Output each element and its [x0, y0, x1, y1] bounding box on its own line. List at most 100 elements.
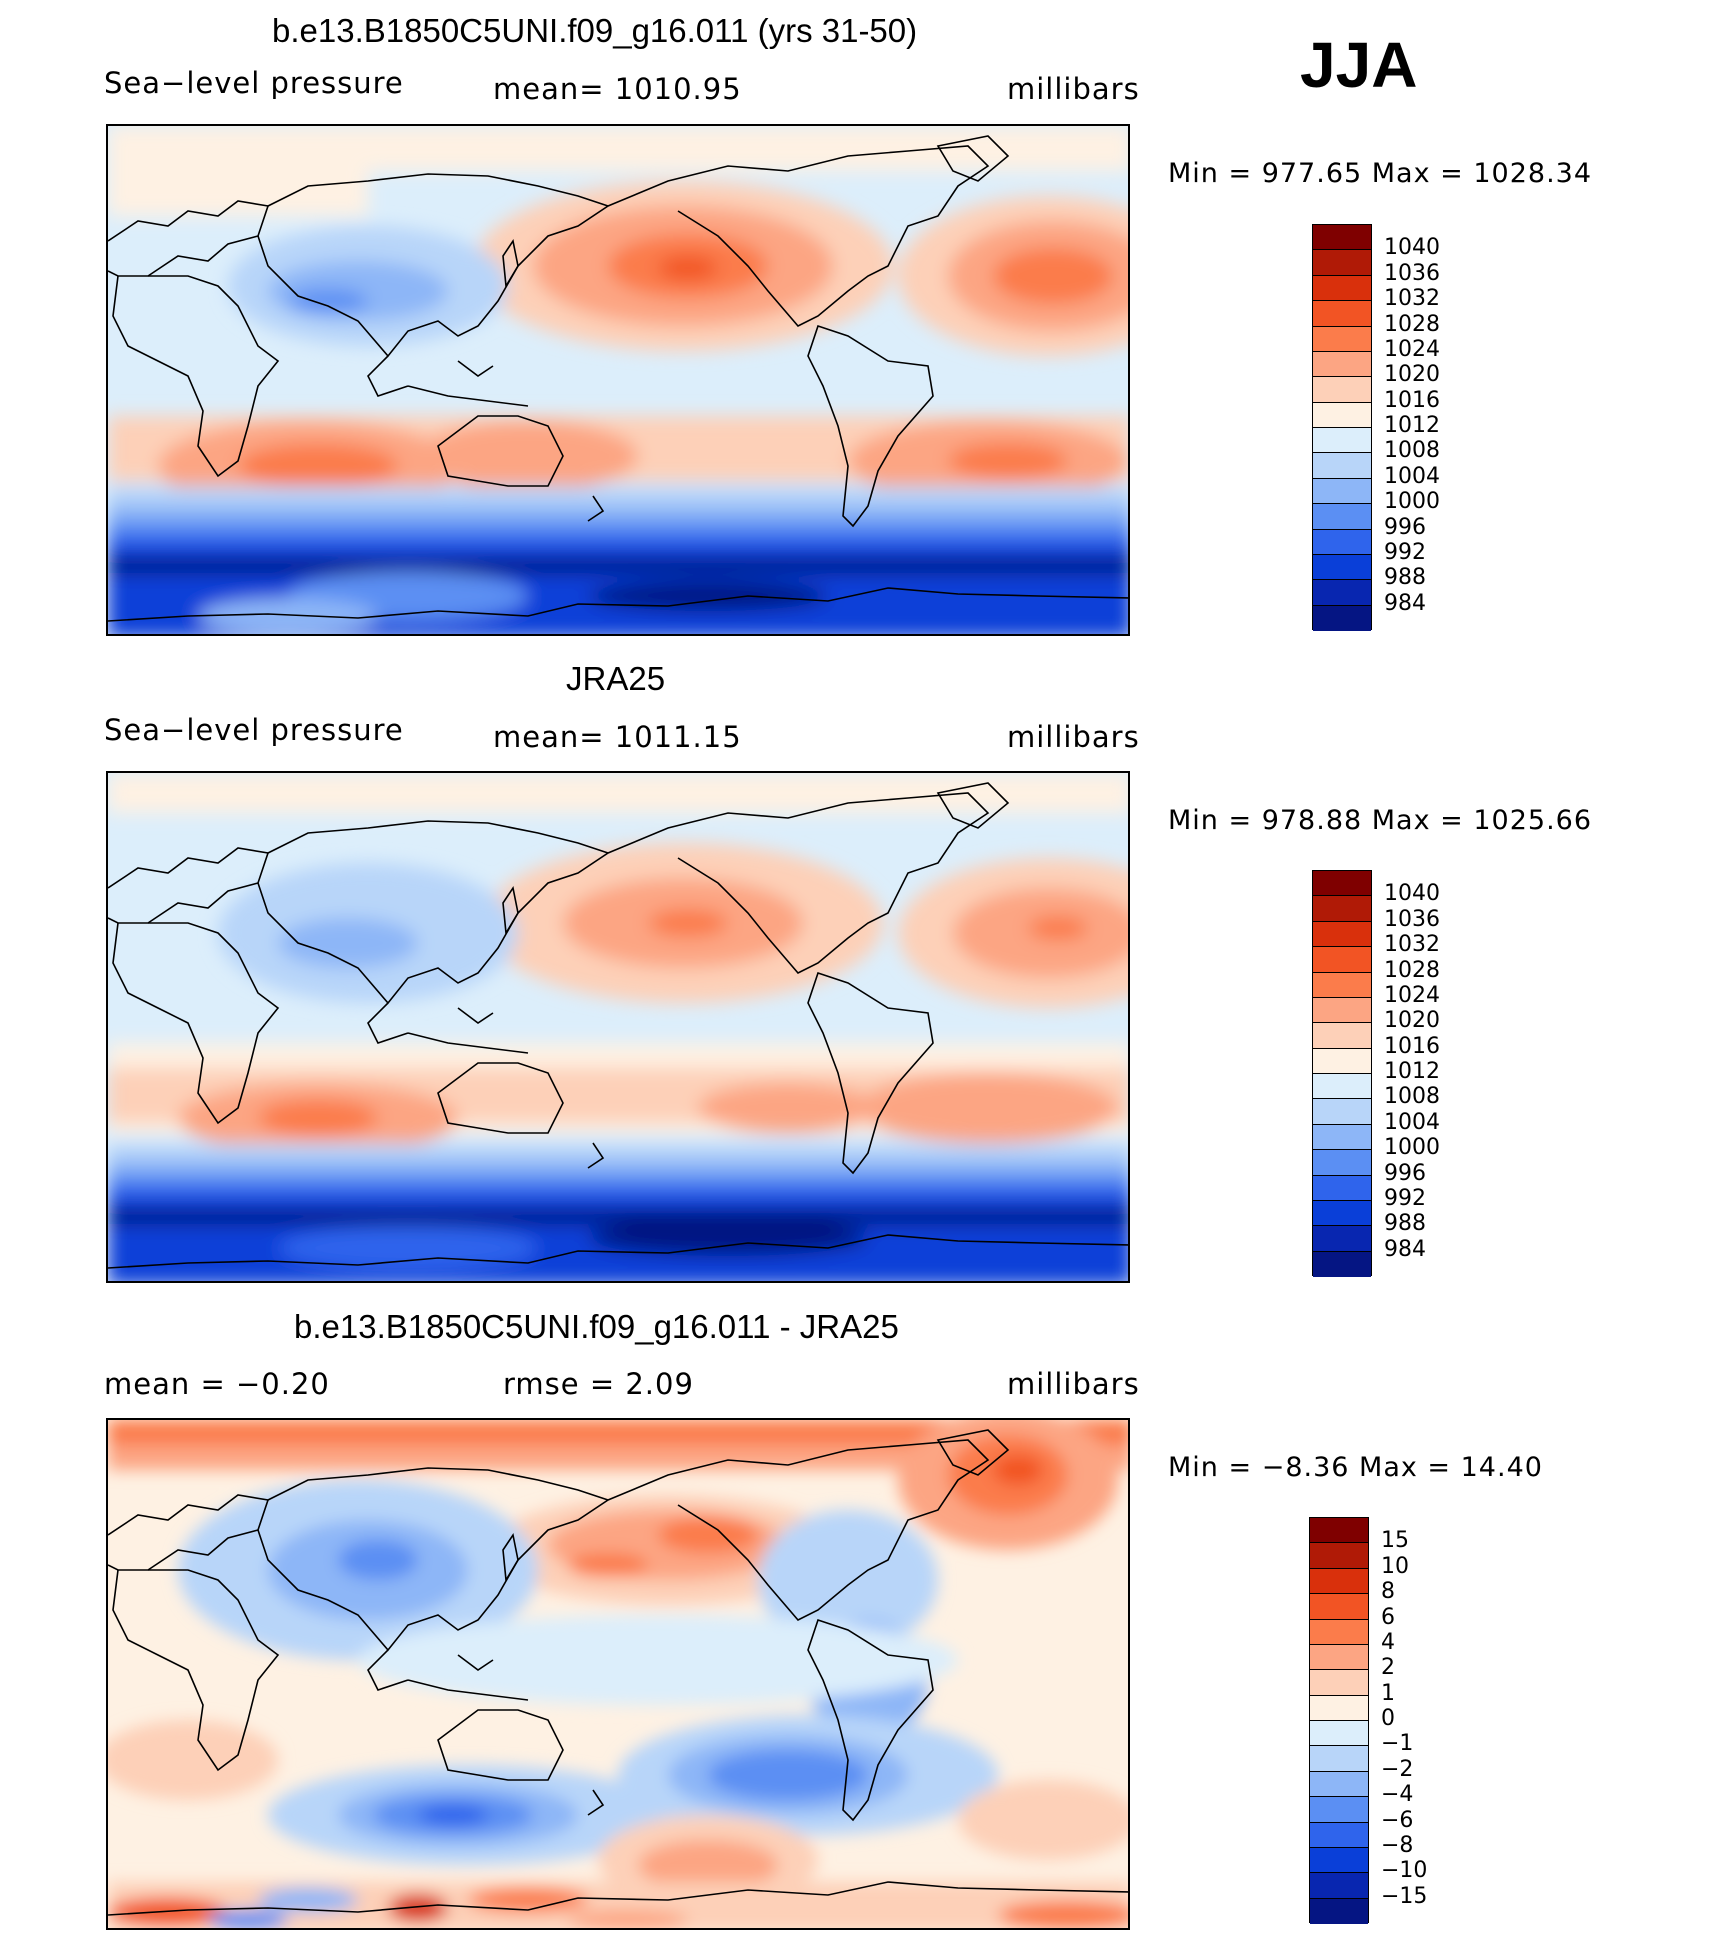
colorbar-tick-label: 1024: [1384, 336, 1440, 362]
colorbar-tick-label: 1028: [1384, 311, 1440, 337]
colorbar-swatch: [1313, 1099, 1371, 1125]
colorbar-tick-label: 1032: [1384, 932, 1440, 958]
panel3-minmax: Min = −8.36 Max = 14.40: [1168, 1452, 1543, 1483]
colorbar-swatch: [1313, 1200, 1371, 1227]
colorbar-swatch: [1313, 402, 1371, 428]
colorbar-tick-label: 2: [1381, 1655, 1395, 1681]
colorbar-tick-label: 984: [1384, 590, 1426, 616]
colorbar-tick-label: 996: [1384, 514, 1426, 540]
colorbar-swatch: [1310, 1746, 1368, 1772]
colorbar-tick-label: 1020: [1384, 362, 1440, 388]
colorbar-tick-label: 1004: [1384, 463, 1440, 489]
colorbar-tick-label: 1012: [1384, 413, 1440, 438]
colorbar-swatch: [1310, 1873, 1368, 1899]
colorbar-tick-label: 1036: [1384, 260, 1440, 286]
colorbar-tick-label: 1: [1381, 1680, 1395, 1706]
panel3-mean: mean = −0.20: [104, 1367, 330, 1401]
colorbar-swatch: [1310, 1898, 1368, 1924]
colorbar-swatch: [1313, 580, 1371, 606]
colorbar-swatch: [1313, 1251, 1371, 1277]
colorbar-tick-label: 1020: [1384, 1008, 1440, 1034]
colorbar-swatch: [1310, 1594, 1368, 1620]
colorbar-swatch: [1310, 1847, 1368, 1874]
colorbar-tick-label: 1032: [1384, 286, 1440, 312]
colorbar-tick-label: 8: [1381, 1579, 1395, 1605]
colorbar-tick-label: −8: [1381, 1832, 1414, 1858]
colorbar-tick-label: 1008: [1384, 1084, 1440, 1110]
panel1-minmax: Min = 977.65 Max = 1028.34: [1168, 158, 1593, 189]
colorbar-swatch: [1313, 1023, 1371, 1049]
colorbar-tick-label: 1004: [1384, 1109, 1440, 1135]
colorbar-tick-label: 1028: [1384, 957, 1440, 983]
colorbar-swatch: [1310, 1518, 1368, 1544]
panel3-units: millibars: [1007, 1367, 1140, 1401]
colorbar-swatch: [1310, 1670, 1368, 1696]
colorbar-tick-label: −15: [1381, 1883, 1428, 1909]
colorbar-swatch: [1313, 947, 1371, 973]
colorbar-tick-label: 15: [1381, 1528, 1409, 1554]
colorbar-tick-label: −1: [1381, 1731, 1414, 1757]
panel1-variable-label: Sea−level pressure: [104, 66, 404, 100]
panel1-map: [106, 124, 1130, 636]
colorbar-tick-label: 10: [1381, 1553, 1409, 1579]
panel2-minmax: Min = 978.88 Max = 1025.66: [1168, 805, 1593, 836]
colorbar-tick-label: 6: [1381, 1604, 1395, 1630]
colorbar-tick-label: 1040: [1384, 235, 1440, 261]
colorbar-swatch: [1313, 921, 1371, 948]
colorbar-swatch: [1313, 225, 1371, 251]
season-label: JJA: [1300, 29, 1418, 101]
colorbar-swatch: [1310, 1568, 1368, 1595]
colorbar-swatch: [1313, 605, 1371, 631]
panel1-units: millibars: [1007, 72, 1140, 106]
colorbar-tick-label: 1000: [1384, 489, 1440, 515]
colorbar-swatch: [1313, 529, 1371, 555]
colorbar-tick-label: −6: [1381, 1807, 1414, 1833]
colorbar-swatch: [1313, 972, 1371, 998]
panel3-map: [106, 1418, 1130, 1930]
colorbar-swatch: [1313, 554, 1371, 581]
colorbar-tick-label: 1036: [1384, 906, 1440, 932]
panel2-map: [106, 771, 1130, 1283]
colorbar-swatch: [1313, 1150, 1371, 1176]
colorbar-swatch: [1313, 377, 1371, 403]
colorbar-tick-label: 984: [1384, 1236, 1426, 1262]
panel3-title: b.e13.B1850C5UNI.f09_g16.011 - JRA25: [294, 1308, 899, 1345]
colorbar-tick-label: 992: [1384, 539, 1426, 565]
colorbar-swatch: [1313, 1226, 1371, 1252]
colorbar-swatch: [1313, 326, 1371, 352]
colorbar-tick-label: 992: [1384, 1185, 1426, 1211]
colorbar-tick-label: −2: [1381, 1756, 1414, 1782]
colorbar-swatch: [1313, 478, 1371, 505]
colorbar-tick-label: 1008: [1384, 438, 1440, 464]
colorbar-swatch: [1313, 997, 1371, 1024]
colorbar-swatch: [1310, 1644, 1368, 1671]
colorbar-swatch: [1310, 1797, 1368, 1823]
colorbar-tick-label: 988: [1384, 565, 1426, 591]
colorbar-tick-label: 4: [1381, 1629, 1395, 1655]
colorbar-tick-label: 988: [1384, 1211, 1426, 1237]
colorbar-swatch: [1310, 1695, 1368, 1721]
colorbar-tick-label: 1000: [1384, 1135, 1440, 1161]
panel1-mean: mean= 1010.95: [493, 72, 742, 106]
colorbar-swatch: [1313, 1124, 1371, 1151]
colorbar-swatch: [1313, 896, 1371, 922]
colorbar-swatch: [1310, 1543, 1368, 1569]
colorbar-swatch: [1313, 250, 1371, 276]
colorbar-tick-label: 1016: [1384, 387, 1440, 413]
panel2-title: JRA25: [566, 660, 666, 697]
colorbar-swatch: [1313, 301, 1371, 327]
panel3-rmse: rmse = 2.09: [503, 1367, 694, 1401]
colorbar-swatch: [1313, 453, 1371, 479]
colorbar-swatch: [1310, 1822, 1368, 1848]
colorbar-tick-label: 0: [1381, 1706, 1395, 1731]
colorbar-tick-label: 1016: [1384, 1033, 1440, 1059]
colorbar-swatch: [1313, 871, 1371, 897]
colorbar-swatch: [1313, 504, 1371, 530]
colorbar-tick-label: −10: [1381, 1858, 1428, 1884]
colorbar-tick-label: 1012: [1384, 1059, 1440, 1084]
colorbar-swatch: [1310, 1771, 1368, 1798]
panel2-units: millibars: [1007, 720, 1140, 754]
colorbar-swatch: [1310, 1619, 1368, 1645]
panel2-variable-label: Sea−level pressure: [104, 713, 404, 747]
colorbar-swatch: [1313, 351, 1371, 378]
